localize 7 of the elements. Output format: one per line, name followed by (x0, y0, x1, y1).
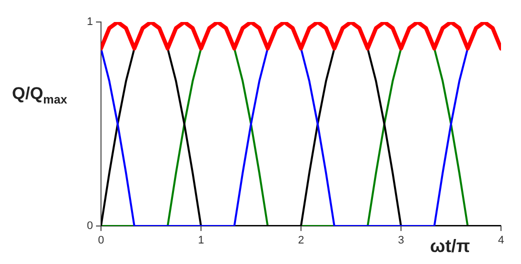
x-axis-title: ωt/π (430, 236, 470, 257)
y-axis-title: Q/Q$_{max}$ (12, 84, 68, 106)
x-tick-label: 3 (398, 234, 404, 247)
x-tick-label: 0 (98, 234, 104, 247)
x-tick-label: 2 (298, 234, 304, 247)
x-tick-label: 4 (498, 234, 504, 247)
x-tick-label: 1 (198, 234, 204, 247)
